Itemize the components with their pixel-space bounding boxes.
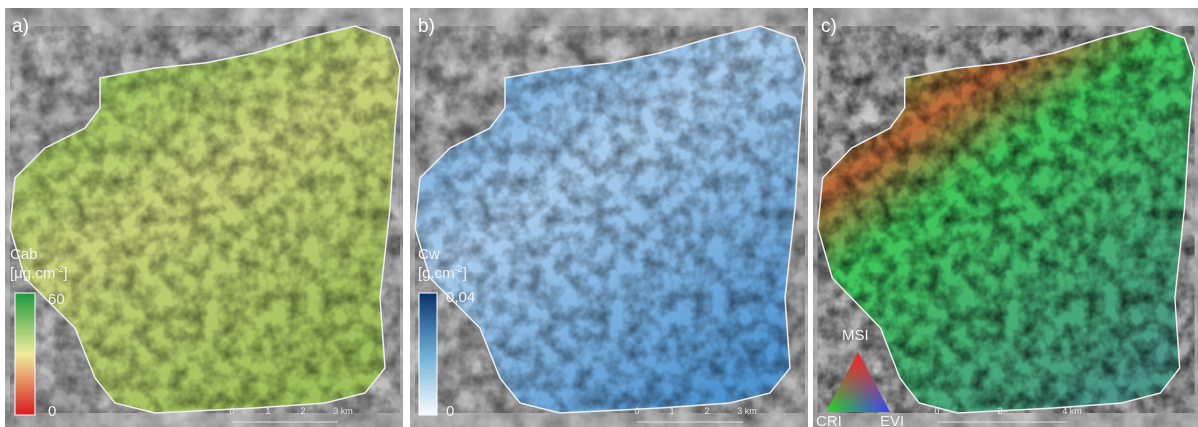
corner-label: MSI [842,327,869,344]
panel-b: b) Cw [g.cm-2] 0,04 0 0 1 2 3 km [410,8,808,427]
figure: a) Cab [μg.cm-2] 60 0 0 1 2 3 km b) Cw [… [0,0,1198,427]
scale-label: 3 km [737,406,757,416]
corner-label: EVI [880,413,904,427]
unit-exp: -2 [55,264,63,274]
panel-a: a) Cab [μg.cm-2] 60 0 0 1 2 3 km [5,8,403,427]
color-ramp [419,293,437,415]
corner-label: CRI [816,413,842,427]
scale-label: 2 [704,406,709,416]
color-ramp [15,293,35,415]
scale-label: 0 [934,406,939,416]
legend-min: 0 [48,403,56,420]
legend-title: Cab [10,246,38,263]
legend-title: Cw [418,246,440,263]
scale-label: 1 [669,406,674,416]
legend-max: 60 [48,291,65,308]
scale-label: 1 [265,406,270,416]
panel-c: c) MSI CRI EVI 0 2 4 km [813,8,1198,427]
scale-label: 3 km [333,406,353,416]
unit: ] [463,265,467,282]
scale-label: 0 [634,406,639,416]
panel-label: c) [821,16,837,37]
unit-exp: -2 [455,264,463,274]
unit: ] [63,265,67,282]
unit: [g.cm [418,265,455,282]
panel-label: b) [418,16,435,37]
legend-min: 0 [446,403,454,420]
scale-label: 2 [300,406,305,416]
scale-label: 2 [997,406,1002,416]
scale-label: 4 km [1062,406,1082,416]
legend-max: 0,04 [446,289,475,306]
panel-label: a) [12,16,29,37]
unit: [μg.cm [10,265,55,282]
scale-label: 0 [229,406,234,416]
